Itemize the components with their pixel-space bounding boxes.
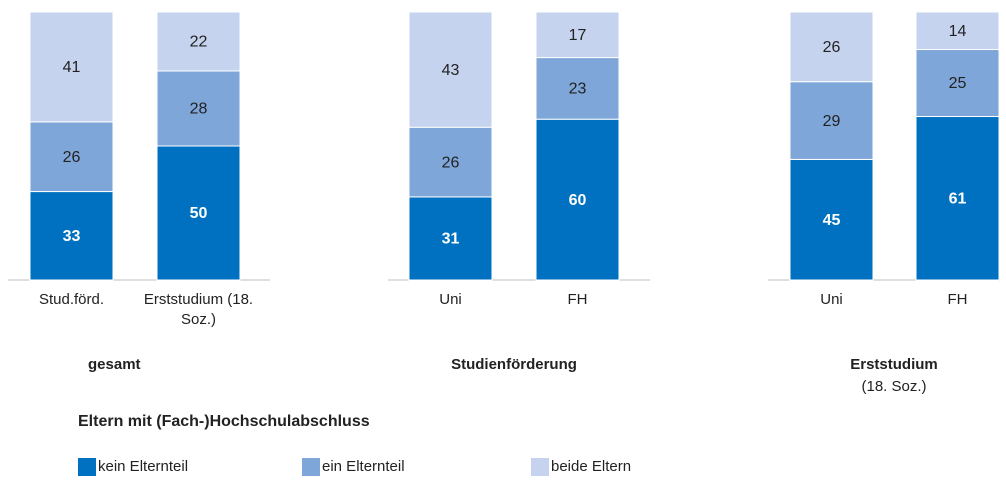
legend-label: ein Elternteil <box>322 458 405 475</box>
chart-title: gesamt <box>88 356 141 373</box>
bar-segment <box>535 11 620 59</box>
data-label: 26 <box>442 154 460 171</box>
data-label: 26 <box>63 149 81 166</box>
data-label: 22 <box>190 34 208 51</box>
bar-segment <box>408 196 493 281</box>
data-label: 61 <box>949 190 967 207</box>
data-label: 29 <box>823 113 841 130</box>
x-tick-label: FH <box>567 291 588 308</box>
bar-segment <box>535 57 620 120</box>
data-label: 17 <box>569 27 587 44</box>
chart-title: Erststudium <box>850 356 938 373</box>
bar-segment <box>915 116 1000 281</box>
bar-segment <box>408 11 493 128</box>
data-label: 43 <box>442 62 460 79</box>
bar-segment <box>29 11 114 123</box>
bar-segment <box>29 191 114 281</box>
legend-label: beide Eltern <box>551 458 632 475</box>
data-label: 41 <box>63 59 81 76</box>
x-tick-label: FH <box>947 291 968 308</box>
legend-label: kein Elternteil <box>98 458 189 475</box>
bar-segment <box>915 11 1000 51</box>
bar-segment <box>915 49 1000 118</box>
x-tick-label: Stud.förd. <box>38 291 105 308</box>
data-label: 60 <box>569 192 587 209</box>
data-label: 23 <box>569 81 587 98</box>
legend-swatch <box>78 458 96 476</box>
bar-segment <box>408 126 493 198</box>
x-tick-label: Uni <box>439 291 462 308</box>
bar-segment <box>789 81 874 160</box>
legend-swatch <box>531 458 549 476</box>
x-tick-label: Uni <box>820 291 843 308</box>
data-label: 50 <box>190 205 208 222</box>
chart-subtitle: (18. Soz.) <box>861 378 927 395</box>
bar-segment <box>789 158 874 281</box>
data-label: 14 <box>949 23 967 40</box>
bar-segment <box>29 121 114 193</box>
data-label: 25 <box>949 75 967 92</box>
bar-segment <box>156 11 241 72</box>
data-label: 45 <box>823 212 841 229</box>
x-tick-label: Erststudium (18. Soz.) <box>143 291 254 328</box>
chart-title: Studienförderung <box>451 356 577 373</box>
data-label: 28 <box>190 101 208 118</box>
data-label: 31 <box>442 231 460 248</box>
data-label: 26 <box>823 39 841 56</box>
data-label: 33 <box>63 228 81 245</box>
bar-segment <box>156 70 241 147</box>
bar-segment <box>156 145 241 281</box>
legend-title: Eltern mit (Fach-)Hochschulabschluss <box>78 413 370 430</box>
legend-swatch <box>302 458 320 476</box>
bar-segment <box>789 11 874 83</box>
